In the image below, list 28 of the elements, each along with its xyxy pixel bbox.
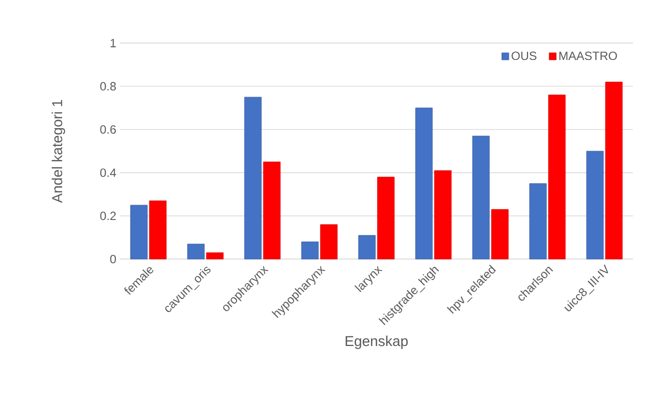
y-axis-title: Andel kategori 1 — [52, 100, 66, 203]
bar — [586, 150, 604, 260]
bar — [301, 242, 319, 260]
y-tick-label: 0.8 — [100, 82, 116, 90]
bar — [149, 200, 167, 260]
bar — [415, 108, 433, 260]
bar — [206, 252, 224, 260]
bar — [130, 204, 148, 260]
bar — [529, 183, 547, 260]
bar — [491, 209, 509, 260]
bar — [320, 224, 338, 260]
bar — [548, 94, 566, 260]
x-axis-title: Egenskap — [346, 336, 408, 349]
y-tick-label: 0.6 — [100, 125, 116, 134]
y-tick-label: 0.2 — [100, 212, 116, 220]
bar — [472, 136, 490, 260]
bar — [358, 235, 376, 260]
y-tick-label: 0 — [110, 254, 116, 264]
bar — [244, 96, 262, 260]
bar — [263, 162, 281, 260]
y-tick-label: 0.4 — [100, 168, 116, 177]
bar — [434, 170, 452, 260]
y-tick-label: 1 — [110, 38, 116, 48]
bar — [605, 82, 623, 260]
legend-label: OUS — [512, 52, 536, 60]
bar — [187, 244, 205, 260]
legend-label: MAASTRO — [559, 52, 617, 60]
bar — [377, 176, 395, 260]
